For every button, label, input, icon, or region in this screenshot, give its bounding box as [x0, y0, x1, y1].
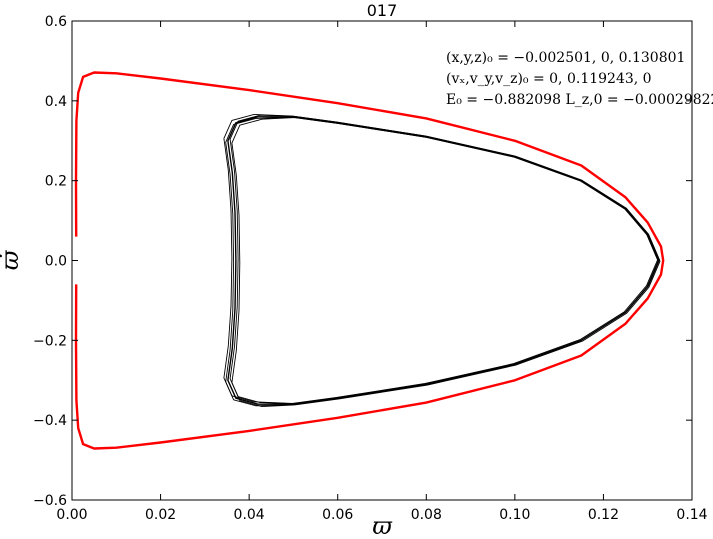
orbit-series-line: [229, 114, 660, 405]
initial-conditions-annotation: (x,y,z)₀ = −0.002501, 0, 0.130801 (vₓ,v_…: [446, 50, 713, 108]
x-tick-label: 0.12: [588, 507, 619, 523]
x-tick-label: 0.06: [322, 507, 353, 523]
x-tick-label: 0.00: [56, 507, 87, 523]
chart-title: 017: [367, 1, 398, 20]
x-tick-label: 0.04: [234, 507, 265, 523]
orbit-series-line: [227, 116, 660, 405]
orbit-series-line: [225, 116, 659, 407]
orbit-series-line: [223, 113, 659, 404]
y-tick-label: 0.0: [45, 254, 67, 270]
zero-velocity-curve-line: [74, 71, 665, 450]
y-tick-label: 0.6: [45, 14, 67, 30]
x-tick-label: 0.02: [145, 507, 176, 523]
annotation-line-3: E₀ = −0.882098 L_z,0 = −0.000298227: [446, 92, 713, 108]
x-tick-label: 0.10: [499, 507, 530, 523]
y-tick-label: 0.2: [45, 174, 67, 190]
y-axis-label: ϖ̇: [0, 249, 24, 270]
x-tick-label: 0.08: [411, 507, 442, 523]
y-tick-label: 0.4: [45, 94, 67, 110]
x-axis-label: ϖ: [372, 512, 393, 539]
y-tick-label: −0.4: [33, 413, 67, 429]
axis-ticks: [71, 20, 693, 501]
axis-labels: 0.00 0.02 0.04 0.06 0.08 0.10 0.12 0.14 −0.6 −0.4…: [33, 14, 708, 523]
y-tick-label: −0.6: [33, 493, 67, 509]
y-tick-label: −0.2: [33, 333, 67, 349]
orbit-series-line: [231, 117, 661, 408]
annotation-line-2: (vₓ,v_y,v_z)₀ = 0, 0.119243, 0: [446, 71, 652, 87]
x-tick-label: 0.14: [676, 507, 707, 523]
annotation-line-1: (x,y,z)₀ = −0.002501, 0, 0.130801: [446, 50, 685, 66]
